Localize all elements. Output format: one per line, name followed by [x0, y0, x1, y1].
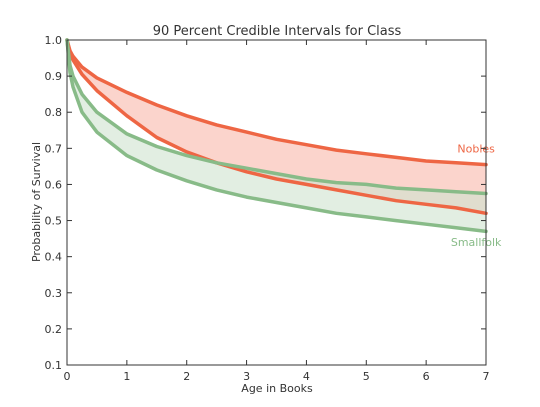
y-tick-label: 0.2: [45, 323, 63, 336]
y-tick-label: 0.4: [45, 251, 63, 264]
y-tick-label: 1.0: [45, 34, 63, 47]
x-tick-label: 4: [303, 370, 310, 383]
x-tick-label: 7: [483, 370, 490, 383]
y-tick-label: 0.7: [45, 142, 63, 155]
x-tick-label: 6: [423, 370, 430, 383]
x-axis-label: Age in Books: [241, 382, 313, 395]
chart-title: 90 Percent Credible Intervals for Class: [153, 24, 402, 39]
smallfolk-upper-line: [65, 38, 488, 196]
y-tick-label: 0.3: [45, 287, 63, 300]
x-tick-label: 2: [183, 370, 190, 383]
x-tick-label: 1: [123, 370, 130, 383]
y-tick-label: 0.8: [45, 106, 63, 119]
nobles-label: Nobles: [457, 142, 495, 155]
smallfolk-lower-line: [65, 38, 488, 234]
nobles-band: [67, 40, 486, 214]
nobles-lower-line: [65, 38, 488, 216]
smallfolk-band: [67, 40, 486, 232]
y-axis-label: Probability of Survival: [30, 142, 43, 262]
nobles-upper-line: [65, 38, 488, 167]
y-tick-label: 0.1: [45, 359, 63, 372]
x-tick-label: 0: [64, 370, 71, 383]
x-tick-label: 3: [243, 370, 250, 383]
smallfolk-label: Smallfolk: [451, 236, 502, 249]
y-tick-label: 0.6: [45, 178, 63, 191]
series-layer: Nobles Smallfolk: [65, 38, 502, 249]
y-tick-label: 0.9: [45, 70, 63, 83]
y-tick-label: 0.5: [45, 215, 63, 228]
plot-frame: [66, 39, 487, 366]
x-tick-label: 5: [363, 370, 370, 383]
